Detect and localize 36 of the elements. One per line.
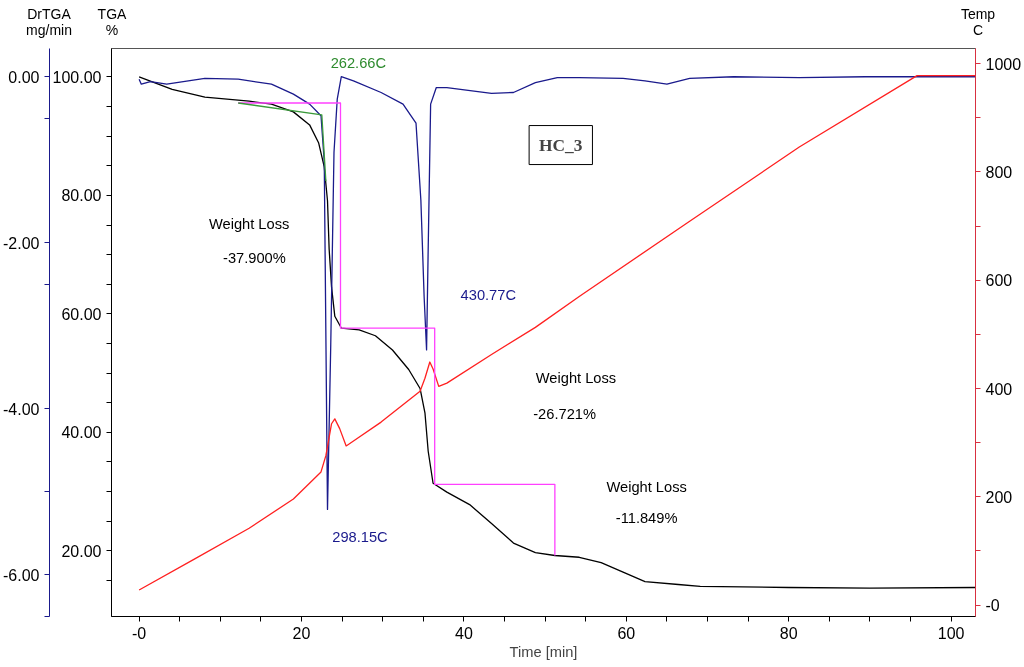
y3-tick-label: 0.00 xyxy=(8,68,40,86)
annotation: 430.77C xyxy=(460,286,517,303)
y-tick-label: 100.00 xyxy=(52,68,102,86)
y3-tick-label: -2.00 xyxy=(3,234,40,252)
annotation: -26.721% xyxy=(533,405,596,422)
x-tick-label: 20 xyxy=(292,624,311,642)
annotation: -11.849% xyxy=(615,510,678,527)
y2-tick-label: -0 xyxy=(985,597,1000,615)
y-tick-label: 20.00 xyxy=(61,542,102,560)
y-axis-title: TGA % xyxy=(97,6,127,38)
x-tick-label: 40 xyxy=(455,624,473,642)
x-tick-label: 80 xyxy=(779,624,798,642)
y-tick-label: 40.00 xyxy=(61,424,102,442)
y2-tick-label: 800 xyxy=(985,163,1013,181)
annotation: 298.15C xyxy=(332,529,389,546)
y2-axis-title: Temp C xyxy=(959,6,997,38)
x-tick-label: -0 xyxy=(132,624,147,642)
y2-tick-label: 1000 xyxy=(985,55,1022,73)
annotation: -37.900% xyxy=(223,249,286,266)
y-tick-label: 60.00 xyxy=(61,305,102,323)
y3-axis-title: DrTGA mg/min xyxy=(25,6,73,38)
y2-tick-label: 600 xyxy=(985,272,1013,290)
annotation: Weight Loss xyxy=(606,478,687,495)
y3-tick-label: -4.00 xyxy=(3,400,40,418)
annotation: Weight Loss xyxy=(535,369,617,386)
y-tick-label: 80.00 xyxy=(61,187,102,205)
annotation: 262.66C xyxy=(330,55,387,72)
y2-tick-label: 200 xyxy=(985,488,1013,506)
annotation: HC_3 xyxy=(539,135,583,155)
annotation: Weight Loss xyxy=(208,215,290,232)
x-tick-label: 60 xyxy=(617,624,636,642)
y2-tick-label: 400 xyxy=(985,380,1013,398)
y3-tick-label: -6.00 xyxy=(3,566,40,584)
line-series xyxy=(138,76,976,511)
x-tick-label: 100 xyxy=(937,624,965,642)
x-axis-title: Time [min] xyxy=(509,643,578,660)
